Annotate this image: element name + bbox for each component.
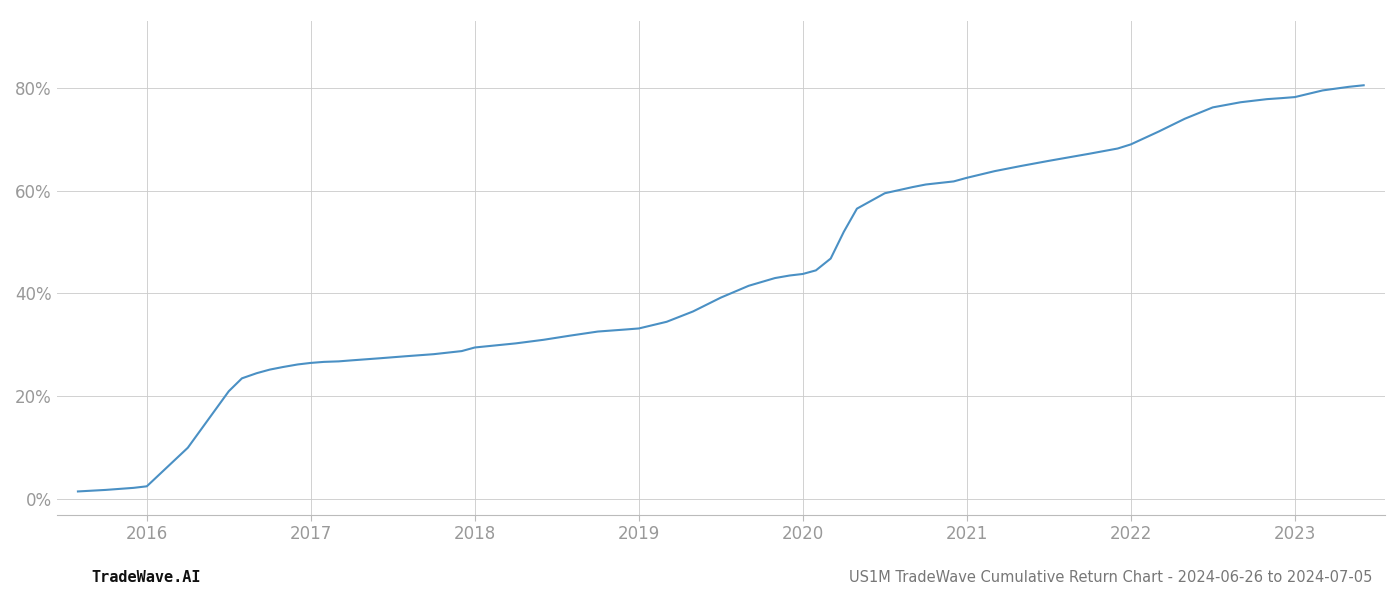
Text: US1M TradeWave Cumulative Return Chart - 2024-06-26 to 2024-07-05: US1M TradeWave Cumulative Return Chart -… bbox=[848, 570, 1372, 585]
Text: TradeWave.AI: TradeWave.AI bbox=[91, 570, 200, 585]
